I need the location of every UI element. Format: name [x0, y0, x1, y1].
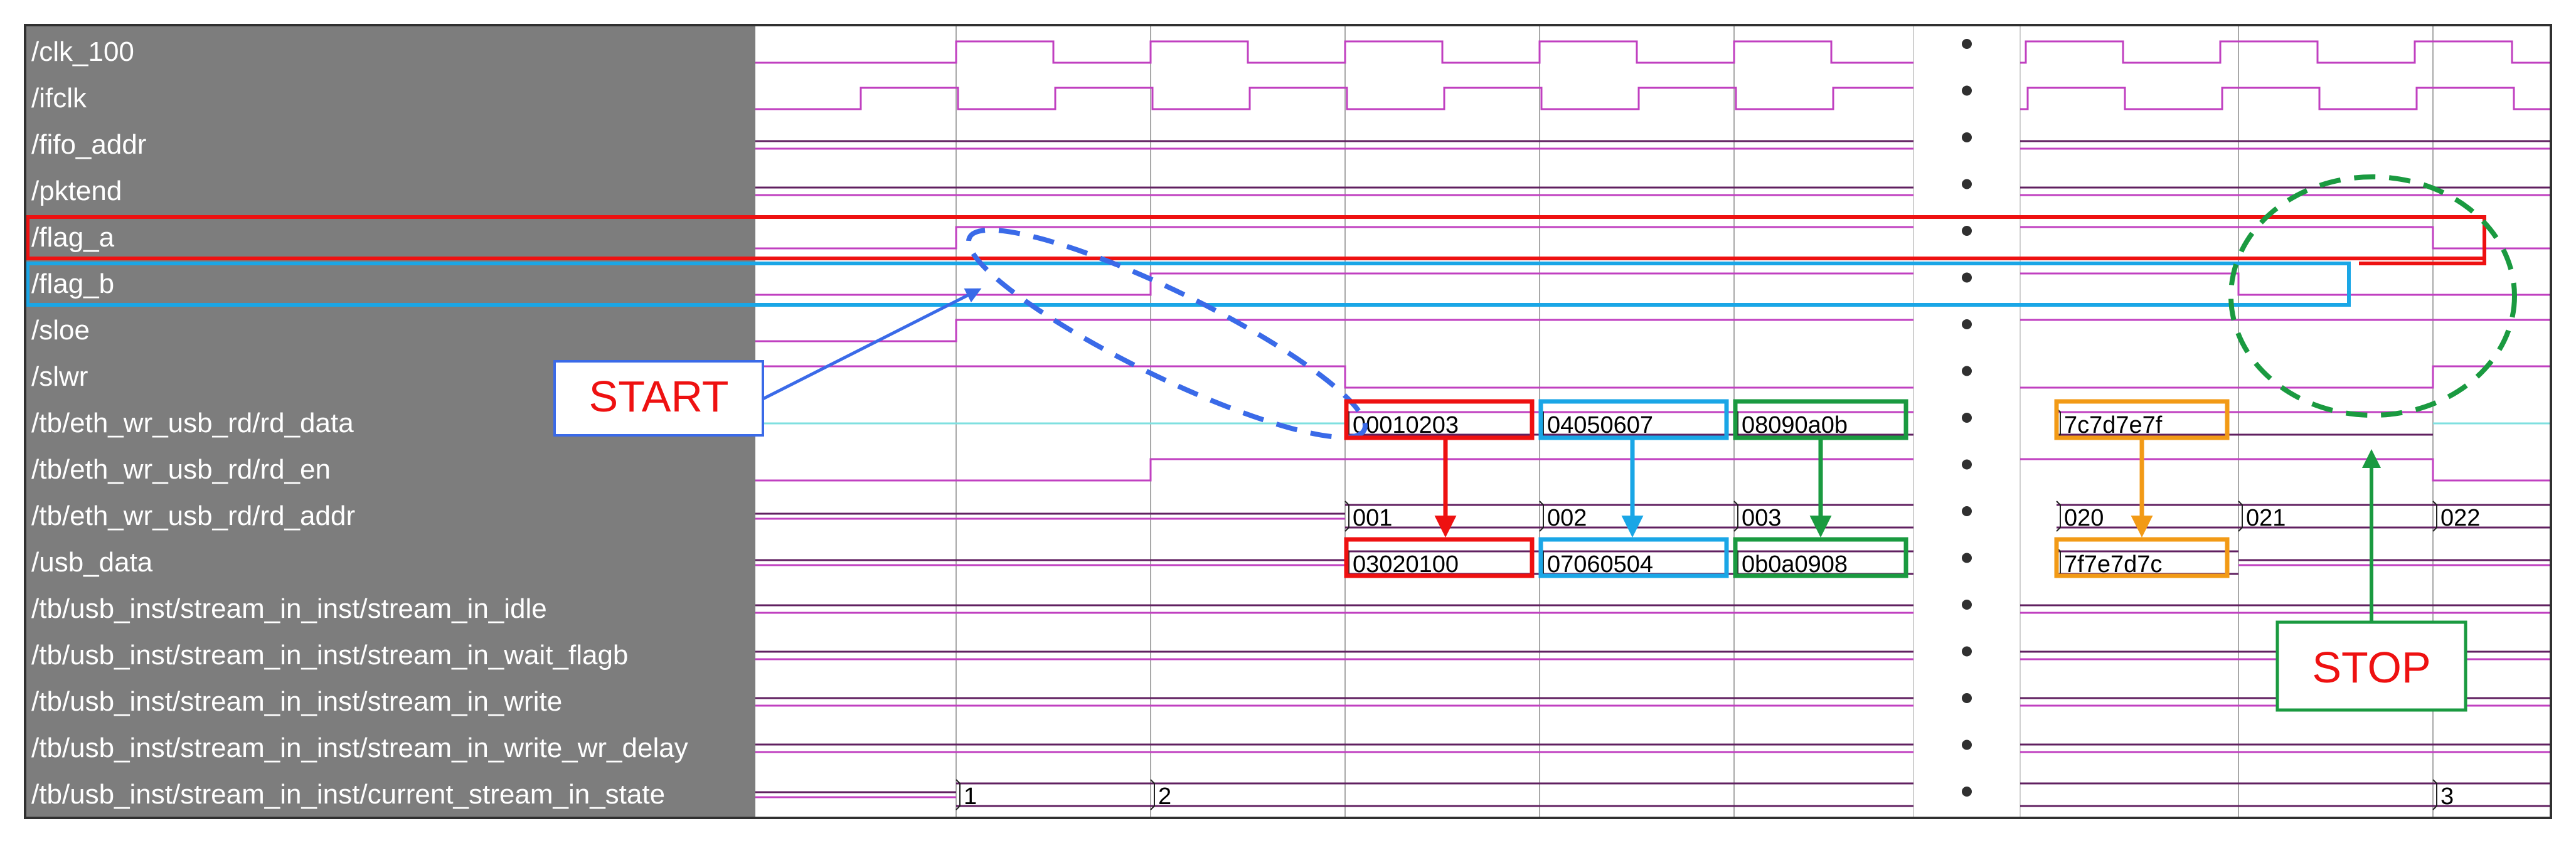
signal-name[interactable]: /ifclk — [31, 83, 87, 114]
vertical-dots-icon — [1962, 600, 1972, 610]
rd-data-box — [1538, 399, 1729, 440]
rd-addr-value: 001 — [1353, 505, 1392, 531]
waveform-canvas: 00010203 04050607 08090a0b 7c7d7e7f 001 002 00… — [26, 26, 2550, 817]
slwr-wave — [755, 365, 1913, 389]
usb-data-box — [1538, 537, 1729, 578]
rd-addr-value: 021 — [2246, 505, 2286, 531]
rd-addr-value: 002 — [1547, 505, 1587, 531]
usb-data-value: 7f7e7d7c — [2064, 551, 2162, 578]
signal-name[interactable]: /tb/eth_wr_usb_rd/rd_en — [31, 454, 331, 485]
vertical-dots-icon — [1962, 693, 1972, 703]
waveform-viewer: /clk_100/ifclk/fifo_addr/pktend/flag_a/f… — [24, 24, 2552, 819]
rd-addr-value-mark — [2056, 501, 2061, 532]
rd-data-box — [2054, 399, 2230, 440]
vertical-dots-icon — [1962, 506, 1972, 516]
vertical-dots-icon — [1962, 85, 1972, 96]
arrow-icon — [762, 288, 982, 401]
state-value-mark — [1150, 779, 1155, 810]
stop-label-box — [2275, 620, 2467, 712]
rd-addr-value: 022 — [2440, 505, 2480, 531]
rd-en-wave — [755, 458, 1913, 482]
rd-data-value: 00010203 — [1353, 412, 1459, 438]
signal-name[interactable]: /clk_100 — [31, 36, 134, 67]
vertical-dots-icon — [1962, 553, 1972, 563]
state-value: 1 — [964, 783, 977, 810]
clock-wave — [2020, 87, 2550, 110]
vertical-dots-icon — [1962, 132, 1972, 142]
usb-data-box — [2054, 537, 2230, 578]
state-value: 2 — [1158, 783, 1171, 810]
rd-addr-value-mark — [2432, 501, 2437, 532]
usb-data-box — [1344, 537, 1535, 578]
rd-addr-value: 020 — [2064, 505, 2104, 531]
usb-data-box — [1733, 537, 1908, 578]
rd-addr-value-mark — [1733, 501, 1738, 532]
flag-a-highlight — [2359, 217, 2486, 265]
rd-data-value: 08090a0b — [1742, 412, 1848, 438]
usb-data-value: 07060504 — [1547, 551, 1653, 578]
flag-b-wave — [2020, 272, 2550, 296]
rd-addr-value-mark — [1344, 501, 1349, 532]
vertical-dots-icon — [1962, 39, 1972, 49]
sloe-wave — [755, 319, 1913, 342]
start-label-box — [553, 360, 764, 437]
start-label: START — [589, 372, 729, 421]
usb-data-value: 03020100 — [1353, 551, 1459, 578]
vertical-dots-icon — [1962, 226, 1972, 236]
flag-b-highlight — [26, 262, 2351, 307]
signal-name[interactable]: /flag_a — [31, 222, 115, 253]
signal-name[interactable]: /tb/eth_wr_usb_rd/rd_data — [31, 408, 354, 438]
flag-b-wave — [755, 272, 1913, 296]
clock-wave — [755, 87, 1913, 110]
rd-data-box — [1344, 399, 1535, 440]
state-value-mark — [955, 779, 961, 810]
rd-data-box — [1733, 399, 1908, 440]
signal-name[interactable]: /tb/usb_inst/stream_in_inst/stream_in_id… — [31, 593, 547, 624]
flag-a-wave — [755, 226, 1913, 250]
vertical-dots-icon — [1962, 179, 1972, 189]
signal-name[interactable]: /flag_b — [31, 268, 115, 299]
signal-name[interactable]: /fifo_addr — [31, 129, 147, 160]
stop-label: STOP — [2312, 643, 2430, 692]
vertical-dots-icon — [1962, 459, 1972, 470]
signal-name[interactable]: /tb/usb_inst/stream_in_inst/stream_in_wa… — [31, 640, 629, 671]
signal-name[interactable]: /sloe — [31, 315, 90, 346]
usb-data-value: 0b0a0908 — [1742, 551, 1848, 578]
rd-data-value: 04050607 — [1547, 412, 1653, 438]
signal-name[interactable]: /tb/usb_inst/stream_in_inst/current_stre… — [31, 779, 666, 810]
vertical-dots-icon — [1962, 413, 1972, 423]
vertical-dots-icon — [1962, 740, 1972, 750]
rd-en-wave — [2020, 458, 2550, 482]
signal-name[interactable]: /tb/usb_inst/stream_in_inst/stream_in_wr… — [31, 686, 563, 717]
rd-data-value: 7c7d7e7f — [2064, 412, 2163, 438]
rd-addr-value-mark — [2238, 501, 2243, 532]
clock-wave — [2020, 40, 2550, 64]
vertical-dots-icon — [1962, 319, 1972, 329]
stop-ellipse — [2228, 174, 2517, 418]
vertical-dots-icon — [1962, 366, 1972, 376]
vertical-dots-icon — [1962, 646, 1972, 657]
slwr-wave — [2020, 365, 2550, 389]
clock-wave — [755, 40, 1913, 64]
signal-name[interactable]: /tb/eth_wr_usb_rd/rd_addr — [31, 501, 356, 531]
flag-a-wave — [2020, 226, 2550, 250]
start-ellipse — [966, 227, 1368, 440]
signal-name[interactable]: /pktend — [31, 176, 122, 206]
vertical-dots-icon — [1962, 272, 1972, 283]
signal-name[interactable]: /tb/usb_inst/stream_in_inst/stream_in_wr… — [31, 733, 688, 763]
flag-a-highlight — [26, 215, 2486, 260]
state-value-mark — [2432, 779, 2437, 810]
rd-addr-value: 003 — [1742, 505, 1781, 531]
signal-name[interactable]: /slwr — [31, 361, 88, 392]
state-value: 3 — [2440, 783, 2454, 810]
signal-name[interactable]: /usb_data — [31, 547, 153, 578]
rd-addr-value-mark — [1539, 501, 1544, 532]
vertical-dots-icon — [1962, 787, 1972, 797]
